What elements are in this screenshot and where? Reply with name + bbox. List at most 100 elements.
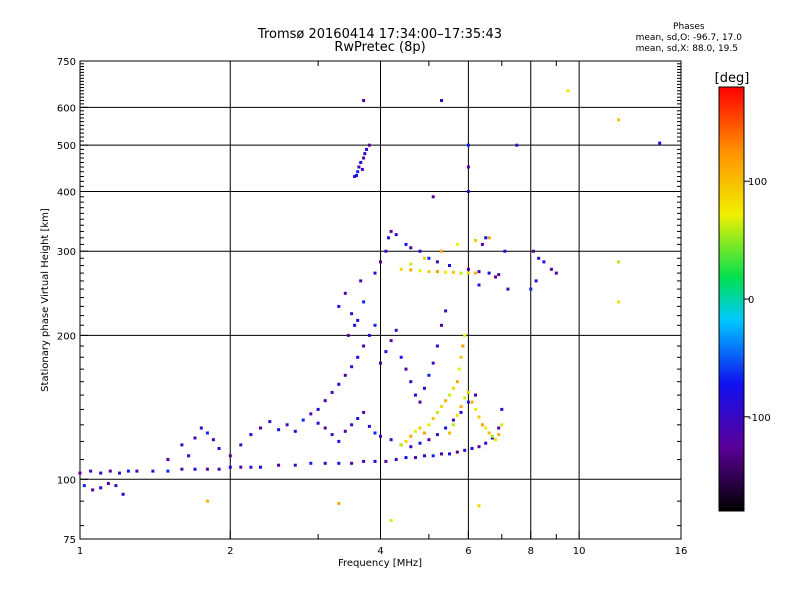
o-mode-point	[362, 410, 366, 414]
o-mode-point	[135, 469, 139, 473]
x-mode-point	[423, 431, 426, 435]
o-mode-point	[249, 465, 253, 469]
o-mode-point	[466, 190, 470, 193]
o-mode-point	[121, 492, 125, 496]
o-mode-point	[373, 323, 377, 327]
o-mode-point	[414, 393, 417, 397]
o-mode-point	[166, 469, 170, 473]
o-mode-point	[423, 386, 426, 390]
o-mode-point	[394, 233, 398, 237]
o-mode-point	[409, 380, 413, 384]
o-mode-point	[389, 438, 393, 442]
x-mode-point	[389, 519, 393, 522]
o-mode-point	[384, 249, 388, 253]
chart-subtitle: RwPretec (8p)	[334, 40, 426, 55]
phases-o-mode: mean, sd,O: -96.7, 17.0	[635, 33, 742, 43]
x-mode-point	[463, 396, 467, 400]
phases-heading: Phases	[673, 22, 705, 32]
o-mode-point	[99, 486, 103, 490]
o-mode-point	[359, 279, 363, 283]
chart-title: Tromsø 20160414 17:34:00–17:35:43	[257, 27, 503, 42]
o-mode-point	[180, 467, 184, 471]
x-mode-point	[404, 439, 408, 443]
o-mode-point	[427, 438, 431, 442]
y-tick-label: 75	[63, 535, 76, 546]
x-mode-point	[435, 270, 439, 274]
o-mode-point	[549, 267, 553, 271]
o-mode-point	[114, 484, 118, 488]
o-mode-point	[78, 471, 82, 475]
x-mode-point	[466, 271, 470, 275]
x-mode-point	[459, 355, 463, 359]
o-mode-point	[477, 445, 481, 449]
o-mode-point	[399, 355, 403, 359]
o-mode-point	[353, 175, 357, 178]
o-mode-point	[323, 399, 327, 403]
x-mode-point	[457, 367, 461, 371]
o-mode-point	[353, 323, 357, 327]
o-mode-point	[373, 431, 377, 435]
o-mode-point	[389, 339, 393, 343]
colorbar-tick-label: 0	[748, 295, 754, 306]
o-mode-point	[239, 443, 243, 447]
o-mode-point	[365, 147, 368, 151]
o-mode-point	[431, 361, 435, 365]
o-mode-point	[487, 271, 491, 275]
grid	[80, 61, 681, 539]
o-mode-point	[480, 242, 484, 246]
o-mode-point	[277, 428, 281, 432]
o-mode-point	[484, 441, 488, 445]
o-mode-point	[166, 458, 170, 461]
o-mode-point	[444, 309, 448, 313]
o-mode-point	[477, 283, 481, 287]
o-mode-point	[497, 273, 501, 277]
o-mode-point	[343, 291, 347, 295]
o-mode-point	[356, 170, 360, 174]
o-mode-point	[323, 426, 327, 430]
x-tick-label: 6	[465, 546, 471, 557]
o-mode-point	[362, 459, 366, 463]
o-mode-point	[451, 418, 455, 422]
x-tick-label: 1	[77, 546, 83, 557]
o-mode-point	[490, 436, 494, 440]
axis-ticks: 1 2 4 6 8 10 16 75 100 200 300 400 500 600 750	[57, 57, 687, 557]
x-mode-point	[431, 417, 435, 420]
o-mode-point	[357, 165, 361, 169]
y-tick-label: 750	[57, 57, 76, 68]
x-mode-point	[474, 238, 477, 242]
o-mode-point	[330, 433, 334, 437]
o-mode-point	[394, 328, 398, 332]
o-mode-point	[356, 417, 360, 420]
o-mode-point	[249, 433, 253, 437]
x-tick-label: 2	[227, 546, 233, 557]
x-mode-point	[617, 118, 621, 122]
x-mode-point	[409, 268, 413, 272]
o-mode-point	[431, 454, 435, 458]
x-mode-point	[466, 390, 470, 394]
phases-x-mode: mean, sd,X: 88.0, 19.5	[635, 44, 738, 54]
o-mode-point	[440, 323, 443, 327]
x-axis-label: Frequency [MHz]	[338, 558, 422, 569]
o-mode-point	[99, 471, 103, 475]
y-tick-label: 400	[57, 187, 76, 198]
phases-summary: Phases mean, sd,O: -96.7, 17.0 mean, sd,…	[636, 22, 742, 55]
x-tick-label: 4	[377, 546, 383, 557]
o-mode-point	[293, 463, 297, 467]
o-mode-point	[379, 361, 382, 365]
y-axis-label: Stationary phase Virtual Height [km]	[40, 208, 51, 392]
o-mode-point	[500, 407, 504, 411]
y-tick-label: 200	[57, 331, 76, 342]
o-mode-point	[362, 300, 366, 304]
o-mode-point	[337, 382, 341, 386]
x-mode-point	[444, 270, 448, 274]
o-mode-point	[503, 249, 507, 253]
o-mode-point	[418, 249, 422, 253]
o-mode-point	[337, 304, 341, 308]
x-mode-point	[451, 423, 455, 427]
o-mode-point	[259, 426, 262, 430]
x-mode-point	[497, 433, 501, 437]
o-mode-point	[151, 469, 155, 473]
o-mode-point	[463, 448, 467, 452]
o-mode-point	[359, 161, 363, 164]
